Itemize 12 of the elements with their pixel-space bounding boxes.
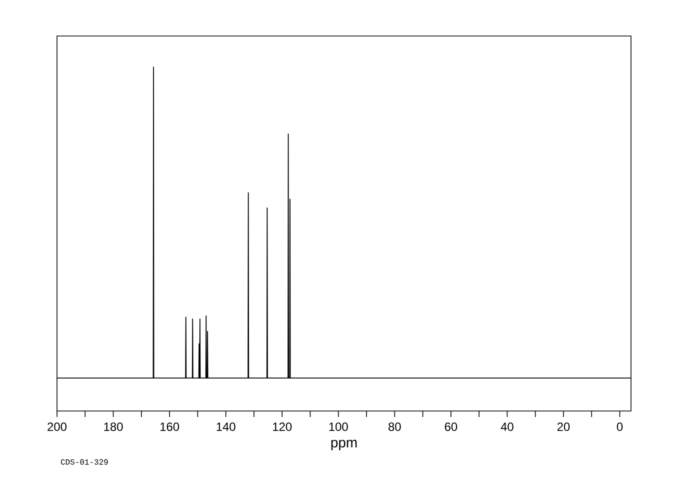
x-tick-label: 180 <box>104 422 123 431</box>
x-tick-label: 80 <box>388 422 401 431</box>
x-tick-label: 140 <box>216 422 236 431</box>
x-tick-label: 40 <box>500 422 514 431</box>
x-tick-label: 60 <box>444 422 458 431</box>
x-axis-title: ppm <box>331 440 357 450</box>
x-tick-label: 200 <box>48 422 67 431</box>
x-tick-label: 160 <box>160 422 180 431</box>
x-tick-label: 120 <box>273 422 292 431</box>
x-tick-label: 100 <box>329 422 348 431</box>
x-tick-label: 20 <box>557 422 570 431</box>
x-tick-label: 0 <box>616 422 623 431</box>
